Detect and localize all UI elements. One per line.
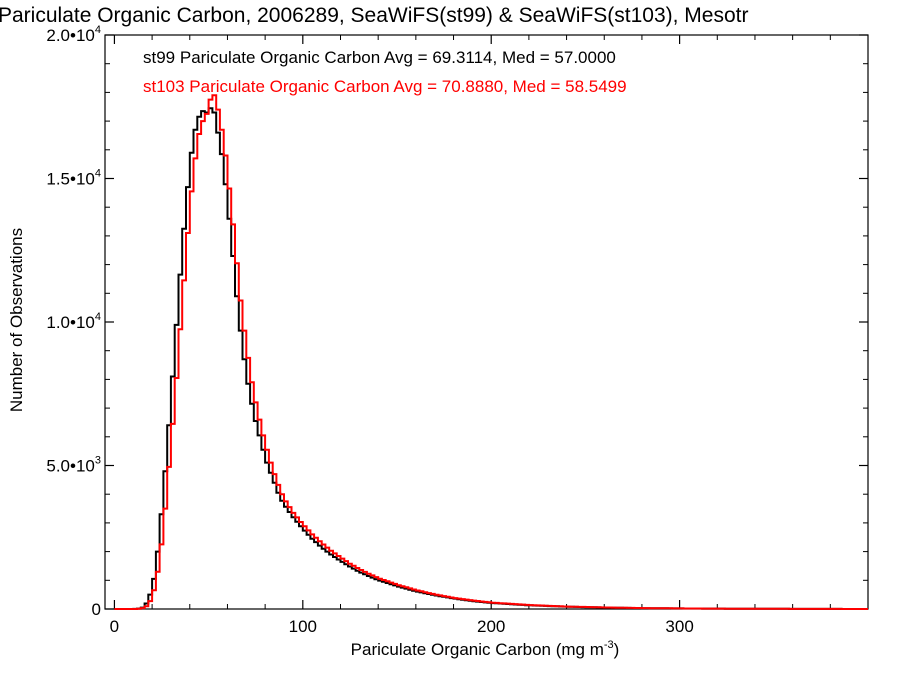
x-axis-label-superscript: -3: [604, 639, 614, 651]
y-tick-label: 5.0•103: [46, 455, 101, 476]
legend-entry-st99: st99 Pariculate Organic Carbon Avg = 69.…: [143, 48, 616, 67]
x-axis-ticks: 0 100 200 300: [110, 35, 831, 636]
y-tick-label: 0: [92, 600, 101, 619]
y-tick-label-text: 5.0•10: [46, 457, 95, 476]
x-axis-label: Pariculate Organic Carbon (mg m-3): [351, 639, 620, 659]
chart-title: Pariculate Organic Carbon, 2006289, SeaW…: [0, 4, 748, 27]
y-axis-label: Number of Observations: [7, 228, 26, 412]
y-tick-label: 2.0•104: [46, 24, 101, 45]
series-layer: [114, 94, 868, 610]
y-tick-label-exponent: 4: [95, 24, 101, 36]
x-tick-label: 300: [665, 617, 693, 636]
y-tick-label: 1.5•104: [46, 168, 101, 189]
y-tick-label: 1.0•104: [46, 311, 101, 332]
y-tick-label-text: 1.5•10: [46, 170, 95, 189]
series-line-st103: [114, 94, 868, 610]
y-tick-label-text: 2.0•10: [46, 26, 95, 45]
x-tick-label: 100: [289, 617, 317, 636]
legend-entry-st103: st103 Pariculate Organic Carbon Avg = 70…: [143, 77, 627, 96]
y-tick-label-text: 0: [92, 600, 101, 619]
y-tick-label-exponent: 4: [95, 311, 101, 323]
y-tick-label-text: 1.0•10: [46, 313, 95, 332]
x-tick-label: 0: [110, 617, 119, 636]
x-axis-label-text: Pariculate Organic Carbon (mg m: [351, 640, 604, 659]
x-tick-label: 200: [477, 617, 505, 636]
x-axis-label-close: ): [614, 640, 620, 659]
y-tick-label-exponent: 3: [95, 455, 101, 467]
y-tick-label-exponent: 4: [95, 168, 101, 180]
